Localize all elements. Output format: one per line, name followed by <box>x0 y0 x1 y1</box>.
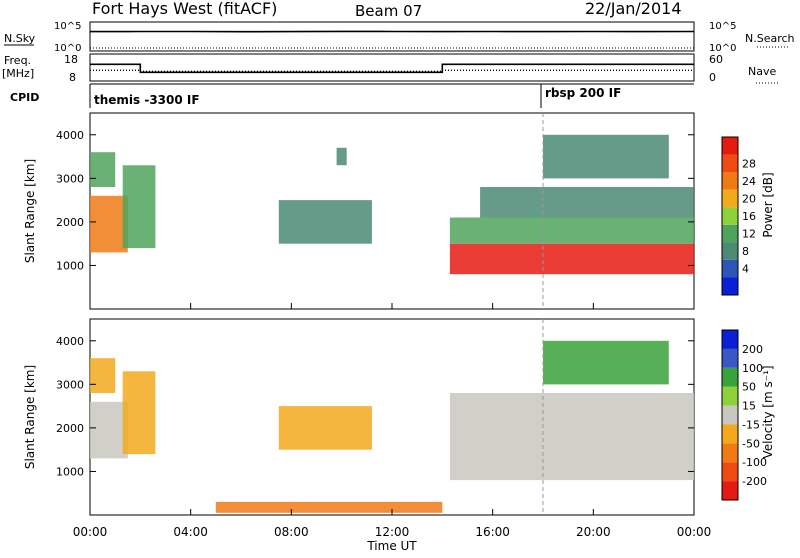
echo-region <box>279 200 372 244</box>
y-tick-label: 3000 <box>56 172 84 185</box>
nave-right-tick-top: 60 <box>709 53 723 66</box>
colorbar-tick-label: 8 <box>742 245 749 258</box>
y-tick-label: 2000 <box>56 422 84 435</box>
colorbar-tick-label: 20 <box>742 192 756 205</box>
cpid-panel: CPID themis -3300 IF rbsp 200 IF <box>10 84 694 108</box>
colorbar-tick-label: 12 <box>742 228 756 241</box>
power-y-axis-label: Slant Range [km] <box>23 159 37 263</box>
colorbar-swatch <box>722 190 738 208</box>
colorbar-tick-label: -200 <box>742 475 767 488</box>
colorbar-swatch <box>722 277 738 295</box>
echo-region <box>450 393 694 480</box>
power-colorbar-label: Power [dB] <box>761 172 775 237</box>
echo-region <box>543 135 669 179</box>
noise-right-tick-top: 10^5 <box>709 21 736 32</box>
echo-region <box>123 371 156 454</box>
cpid-segment-label: rbsp 200 IF <box>545 86 621 100</box>
cpid-label: CPID <box>10 91 39 104</box>
colorbar-tick-label: 28 <box>742 157 756 170</box>
power-panel: 1000 2000 3000 4000 Slant Range [km] 4 8 12 16… <box>23 113 775 309</box>
x-tick-label: 08:00 <box>274 525 309 539</box>
echo-region <box>90 358 115 393</box>
x-tick-label: 16:00 <box>475 525 510 539</box>
colorbar-swatch <box>722 481 738 500</box>
y-tick-label: 4000 <box>56 335 84 348</box>
y-tick-label: 4000 <box>56 129 84 142</box>
echo-region <box>216 502 442 513</box>
colorbar-swatch <box>722 242 738 260</box>
y-tick-label: 3000 <box>56 378 84 391</box>
freq-label: Freq. <box>4 54 31 67</box>
colorbar-tick-label: -50 <box>742 437 760 450</box>
colorbar-tick-label: 16 <box>742 210 756 223</box>
freq-left-tick-bottom: 8 <box>69 71 76 84</box>
echo-region <box>337 148 347 165</box>
colorbar-swatch <box>722 330 738 349</box>
colorbar-swatch <box>722 462 738 481</box>
colorbar-swatch <box>722 387 738 406</box>
velocity-panel: 1000 2000 3000 4000 Slant Range [km] -200 -1… <box>23 319 775 515</box>
nave-right-tick-bottom: 0 <box>709 71 716 84</box>
y-tick-label: 2000 <box>56 216 84 229</box>
cpid-segment-label: themis -3300 IF <box>94 93 200 107</box>
nave-label: Nave <box>748 65 776 78</box>
velocity-y-axis-label: Slant Range [km] <box>23 365 37 469</box>
beam-label: Beam 07 <box>355 2 422 20</box>
y-tick-label: 1000 <box>56 259 84 272</box>
colorbar-swatch <box>722 207 738 225</box>
echo-region <box>450 244 694 275</box>
x-tick-label: 00:00 <box>677 525 712 539</box>
freq-units-label: [MHz] <box>2 67 34 80</box>
nsky-label: N.Sky <box>4 32 36 45</box>
noise-panel: N.Sky 10^5 10^0 10^5 10^0 N.Search <box>4 21 795 54</box>
colorbar-swatch <box>722 172 738 190</box>
colorbar-tick-label: -15 <box>742 418 760 431</box>
date-label: 22/Jan/2014 <box>585 0 682 18</box>
echo-region <box>279 406 372 450</box>
echo-region <box>543 341 669 385</box>
echo-region <box>123 165 156 248</box>
colorbar-tick-label: 15 <box>742 400 756 413</box>
echo-region <box>480 187 694 218</box>
colorbar-tick-label: 24 <box>742 175 756 188</box>
colorbar-swatch <box>722 443 738 462</box>
velocity-colorbar-label: Velocity [m s⁻¹] <box>761 365 775 458</box>
y-tick-label: 1000 <box>56 465 84 478</box>
freq-left-tick-top: 18 <box>64 53 78 66</box>
colorbar-swatch <box>722 424 738 443</box>
echo-region <box>90 402 128 459</box>
x-tick-label: 00:00 <box>73 525 108 539</box>
colorbar-swatch <box>722 368 738 387</box>
x-tick-label: 12:00 <box>375 525 410 539</box>
frequency-panel-frame <box>90 54 694 81</box>
echo-region <box>450 218 694 244</box>
x-tick-label: 20:00 <box>576 525 611 539</box>
echo-region <box>90 152 115 187</box>
power-colorbar: 4 8 12 16 20 24 28 <box>722 137 756 295</box>
colorbar-swatch <box>722 137 738 155</box>
station-title: Fort Hays West (fitACF) <box>92 0 277 18</box>
frequency-panel: Freq. [MHz] 18 8 60 0 Nave <box>2 53 780 84</box>
colorbar-tick-label: 4 <box>742 263 749 276</box>
colorbar-swatch <box>722 260 738 278</box>
nsearch-label: N.Search <box>745 32 795 45</box>
colorbar-swatch <box>722 349 738 368</box>
x-tick-label: 04:00 <box>173 525 208 539</box>
colorbar-tick-label: 200 <box>742 343 763 356</box>
colorbar-swatch <box>722 406 738 425</box>
colorbar-tick-label: 100 <box>742 362 763 375</box>
velocity-data <box>90 319 694 515</box>
noise-panel-frame <box>90 22 694 51</box>
power-data <box>90 113 694 309</box>
echo-region <box>90 196 128 253</box>
time-axis-label: Time UT <box>366 539 417 553</box>
colorbar-swatch <box>722 225 738 243</box>
noise-left-tick-top: 10^5 <box>54 21 81 32</box>
colorbar-swatch <box>722 155 738 173</box>
nave-trace <box>90 70 694 71</box>
colorbar-tick-label: 50 <box>742 381 756 394</box>
